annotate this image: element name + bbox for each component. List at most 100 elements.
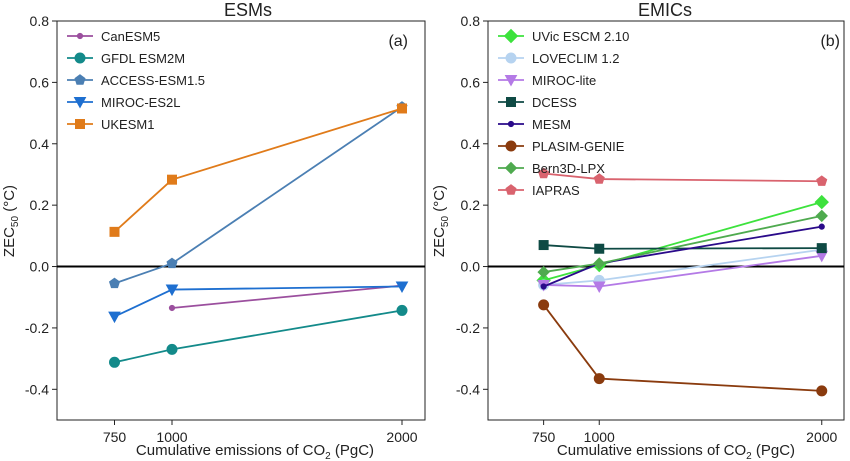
legend-item: IAPRAS (498, 183, 580, 198)
legend-marker (507, 120, 515, 128)
series-line (113, 107, 403, 233)
series-line (114, 309, 403, 364)
x-tick-label: 750 (103, 429, 127, 445)
data-point (818, 223, 825, 230)
data-point (593, 173, 605, 184)
legend-marker (506, 97, 516, 107)
legend-item: DCESS (498, 95, 577, 110)
data-point (592, 281, 606, 294)
series-line (543, 225, 822, 288)
legend-item: PLASIM-GENIE (498, 139, 625, 154)
data-point (538, 240, 549, 251)
data-point (538, 299, 550, 311)
y-tick-label: 0.8 (461, 13, 481, 29)
legend-item: UVic ESCM 2.10 (498, 28, 629, 44)
y-tick-label: -0.2 (456, 320, 480, 336)
legend-marker (75, 119, 85, 129)
y-tick-label: 0.2 (30, 197, 50, 213)
panel-emics: EMICs (b) Cumulative emissions of CO2 (P… (431, 0, 845, 461)
x-tick-label: 1000 (156, 429, 187, 445)
legend-label: CanESM5 (101, 29, 160, 44)
data-point (397, 103, 407, 114)
data-point (168, 304, 176, 312)
legend-label: GFDL ESM2M (101, 51, 185, 66)
legend-marker (76, 32, 84, 40)
plot-frame (487, 20, 845, 421)
y-tick-label: -0.4 (25, 381, 49, 397)
y-tick-label: 0.6 (461, 74, 481, 90)
legend-marker (74, 52, 86, 64)
data-point (815, 209, 828, 223)
y-tick-label: 0.4 (461, 136, 481, 152)
data-point (816, 385, 828, 397)
y-tick-label: 0.0 (461, 259, 481, 275)
data-point (816, 243, 827, 254)
axis-ticks: 750 1000 2000 -0.4 -0.2 0.0 0.2 0.4 0.6 0.8 (25, 13, 425, 445)
chart-title: ESMs (224, 0, 272, 20)
legend-marker (503, 28, 519, 44)
panel-label: (b) (820, 33, 840, 50)
legend-item: GFDL ESM2M (67, 51, 185, 66)
y-axis-label: ZEC50 (°C) (431, 185, 451, 257)
data-point (593, 373, 605, 385)
legend-marker (504, 75, 518, 87)
legend-label: MIROC-ES2L (101, 95, 180, 110)
x-tick-label: 750 (532, 429, 556, 445)
data-point (396, 304, 408, 316)
legend-label: UKESM1 (101, 117, 154, 132)
legend-item: MIROC-ES2L (67, 95, 180, 110)
data-point (816, 175, 828, 186)
y-tick-label: 0.8 (30, 13, 50, 29)
panel-esms: ESMs (a) Cumulative emissions of CO2 (Pg… (1, 0, 426, 461)
legend-label: IAPRAS (532, 183, 580, 198)
data-point (594, 243, 605, 254)
y-tick-label: -0.4 (456, 381, 480, 397)
data-point (167, 174, 177, 185)
chart-title: EMICs (638, 0, 692, 20)
legend-label: DCESS (532, 95, 577, 110)
y-tick-label: 0.4 (30, 136, 50, 152)
legend: CanESM5 GFDL ESM2M ACCESS-ESM1.5 MIROC-ES2L… (67, 29, 205, 132)
x-axis-label: Cumulative emissions of CO2 (PgC) (136, 442, 374, 461)
data-point (109, 226, 120, 237)
series-line (114, 106, 403, 285)
legend-marker (505, 52, 517, 64)
data-point (395, 281, 409, 294)
legend-item: UKESM1 (67, 117, 154, 132)
legend-label: ACCESS-ESM1.5 (101, 73, 205, 88)
y-tick-label: 0.0 (30, 259, 50, 275)
data-point (538, 167, 550, 179)
y-axis-label: ZEC50 (°C) (1, 185, 21, 257)
data-point (593, 257, 606, 270)
data-point (108, 311, 121, 324)
legend-marker (73, 97, 87, 109)
y-tick-label: 0.2 (461, 197, 481, 213)
legend-item: MIROC-lite (498, 73, 596, 88)
data-point (537, 265, 550, 279)
legend-marker (74, 74, 86, 85)
legend-item: Bern3D-LPX (498, 161, 605, 176)
legend-marker (505, 140, 517, 152)
series-line (542, 304, 822, 392)
legend-item: LOVECLIM 1.2 (498, 51, 619, 66)
legend-item: CanESM5 (67, 29, 160, 44)
data-point (108, 277, 121, 289)
x-tick-label: 1000 (584, 429, 615, 445)
plot-frame (56, 20, 426, 421)
legend-marker (505, 184, 517, 195)
y-tick-label: -0.2 (25, 320, 49, 336)
legend-label: LOVECLIM 1.2 (532, 51, 619, 66)
panel-label: (a) (388, 33, 408, 50)
legend-label: Bern3D-LPX (532, 161, 605, 176)
series-lines (108, 101, 409, 368)
y-tick-label: 0.6 (30, 74, 50, 90)
axis-ticks: 750 1000 2000 -0.4 -0.2 0.0 0.2 0.4 0.6 0.8 (456, 13, 844, 445)
x-tick-label: 2000 (386, 429, 417, 445)
legend-label: MESM (532, 117, 571, 132)
legend-label: UVic ESCM 2.10 (532, 29, 629, 44)
legend-marker (504, 161, 518, 175)
legend-item: MESM (498, 117, 571, 132)
series-lines (536, 167, 829, 397)
data-point (109, 356, 120, 368)
